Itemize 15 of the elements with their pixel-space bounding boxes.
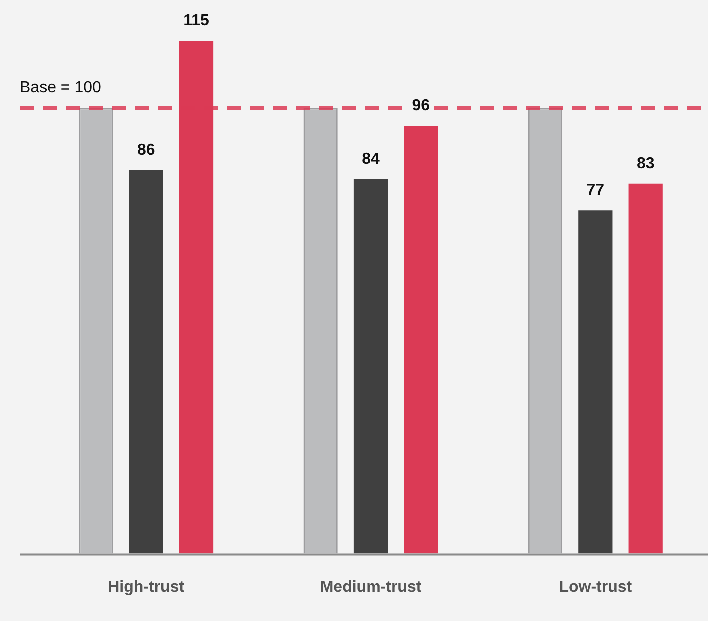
data-label: 77 [586,182,605,200]
bar [129,170,164,554]
data-label: 86 [137,142,156,159]
data-label: 83 [636,155,655,172]
x-tick-label: High-trust [108,578,186,596]
data-label: 96 [412,97,430,114]
data-label: 84 [362,150,380,168]
ref-line-label: Base = 100 [20,80,102,97]
x-tick-label: Low-trust [559,578,633,596]
x-tick-label: Medium-trust [320,578,422,596]
bar [628,184,663,554]
data-label: 115 [184,12,210,30]
bar [404,126,438,554]
bar [578,210,613,554]
bar [354,179,388,554]
